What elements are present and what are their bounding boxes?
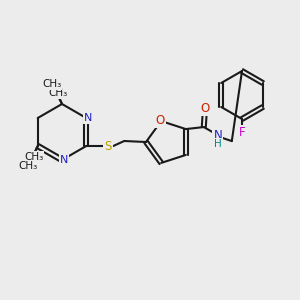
Text: S: S: [105, 140, 112, 152]
Text: F: F: [239, 127, 245, 140]
Text: N: N: [60, 155, 68, 165]
Text: O: O: [200, 102, 209, 115]
Text: N: N: [213, 129, 222, 142]
Text: N: N: [84, 113, 92, 123]
Text: CH₃: CH₃: [18, 161, 38, 171]
Text: CH₃: CH₃: [24, 152, 44, 162]
Text: H: H: [214, 139, 222, 149]
Text: CH₃: CH₃: [48, 88, 68, 98]
Text: CH₃: CH₃: [42, 79, 62, 89]
Text: O: O: [156, 114, 165, 127]
